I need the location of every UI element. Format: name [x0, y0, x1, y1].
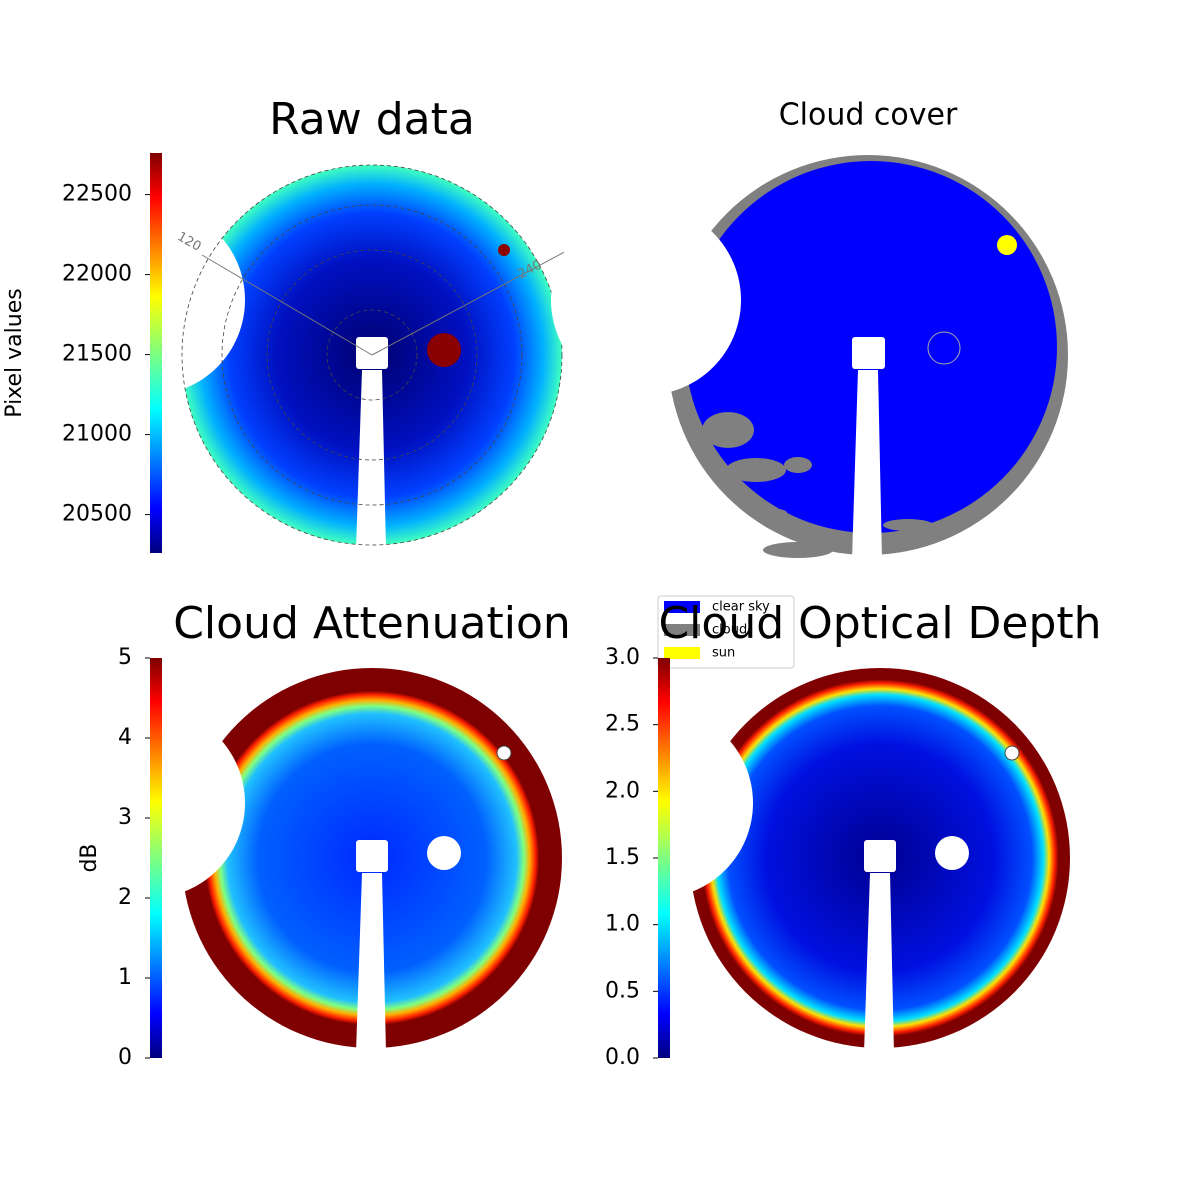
panel-title: Cloud cover: [779, 98, 958, 133]
colorbar-tick-label: 5: [118, 645, 132, 670]
polar-grid: [266, 249, 478, 461]
panel-title: Raw data: [269, 94, 475, 145]
sun: [496, 745, 512, 761]
colorbar-tick-label: 4: [118, 725, 132, 750]
legend-swatch: [664, 601, 700, 613]
legend-label: clear sky: [712, 600, 770, 615]
colorbar-tick-label: 1.5: [605, 845, 640, 870]
sky-image: [55, 164, 573, 550]
mast-head: [864, 840, 896, 872]
panel-title: Cloud Attenuation: [173, 598, 571, 649]
legend-label: sun: [712, 646, 735, 661]
sun-mask: [935, 836, 969, 870]
colorbar-tick-label: 0.0: [605, 1045, 640, 1070]
sun-region: [997, 235, 1017, 255]
colorbar-tick-label: 3: [118, 805, 132, 830]
colorbar-tick-label: 2: [118, 885, 132, 910]
cloud-patch: [784, 457, 812, 473]
colorbar-tick-label: 21000: [62, 422, 132, 447]
cloud-patch: [768, 509, 788, 521]
colorbar-tick-label: 22500: [62, 182, 132, 207]
sun-mask: [427, 836, 461, 870]
legend-swatch: [664, 624, 700, 636]
cloud-patch: [726, 458, 786, 482]
mast-head: [356, 840, 388, 872]
colorbar-tick-label: 1.0: [605, 912, 640, 937]
colorbar-tick-label: 21500: [62, 342, 132, 367]
polar-grid: [181, 164, 563, 546]
polar-grid: [326, 309, 418, 401]
mast-head: [852, 337, 885, 369]
colorbar: [150, 658, 162, 1058]
mast: [852, 370, 882, 560]
mast: [864, 873, 894, 1053]
polar-grid: [221, 204, 523, 506]
colorbar-tick-label: 1: [118, 965, 132, 990]
mast: [356, 370, 386, 550]
cloud-mask: [551, 155, 1068, 560]
colorbar-tick-label: 2.5: [605, 712, 640, 737]
colorbar-tick-label: 0.5: [605, 978, 640, 1003]
panel-title: Cloud Optical Depth: [658, 598, 1101, 649]
colorbar-label: Pixel values: [2, 288, 27, 417]
colorbar: [150, 153, 162, 553]
colorbar-tick-label: 20500: [62, 502, 132, 527]
cloud-patch: [763, 542, 833, 558]
colorbar-label: dB: [77, 843, 102, 872]
colorbar-tick-label: 2.0: [605, 778, 640, 803]
colorbar: [658, 658, 670, 1058]
mast-head: [356, 337, 388, 369]
legend-swatch: [664, 647, 700, 659]
legend-label: cloud: [712, 623, 747, 638]
sun-outline: [927, 331, 961, 365]
polar-axis: [371, 247, 573, 356]
horizon-notch: [551, 205, 741, 395]
sun: [498, 244, 510, 256]
colorbar-tick-label: 22000: [62, 262, 132, 287]
cloud-patch: [883, 519, 933, 531]
sun: [1004, 745, 1020, 761]
sun-mask: [427, 333, 461, 367]
mast: [356, 873, 386, 1053]
colorbar-tick-label: 3.0: [605, 645, 640, 670]
cloud-patch: [702, 412, 754, 448]
legend: clear sky cloud sun: [657, 595, 795, 669]
polar-axis: [201, 254, 373, 356]
colorbar-tick-label: 0: [118, 1045, 132, 1070]
